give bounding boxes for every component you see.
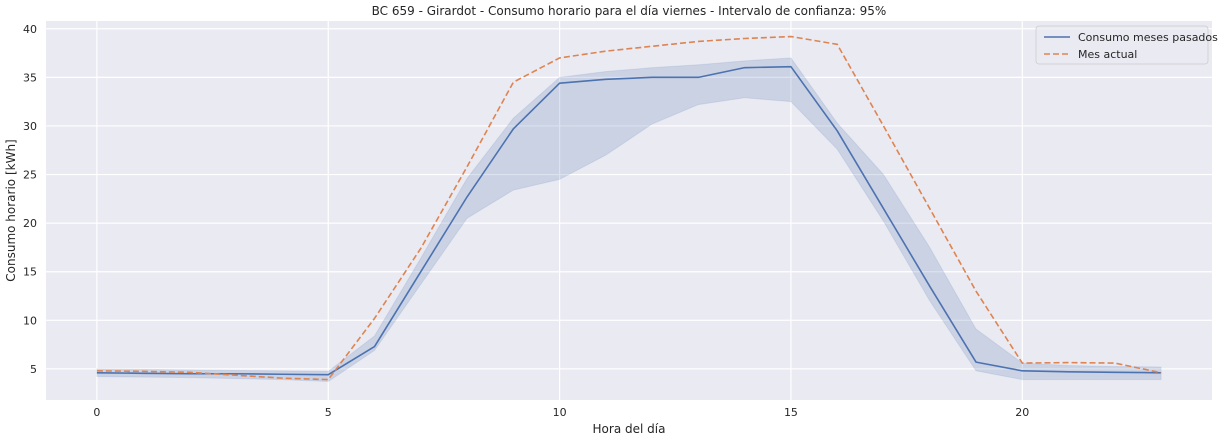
- x-tick-label: 0: [93, 406, 100, 419]
- y-tick-label: 15: [23, 266, 37, 279]
- series-line-1: [96, 35, 1162, 381]
- confidence-band-0: [96, 57, 1162, 383]
- chart-title: BC 659 - Girardot - Consumo horario para…: [372, 4, 887, 18]
- y-axis-ticks: 5 10 15 20 25 30 35 40: [23, 23, 37, 376]
- y-tick-label: 20: [23, 217, 37, 230]
- y-tick-label: 25: [23, 169, 37, 182]
- legend-label-1: Mes actual: [1078, 48, 1137, 61]
- x-tick-label: 20: [1015, 406, 1029, 419]
- x-tick-label: 5: [325, 406, 332, 419]
- legend-box: [1035, 25, 1209, 65]
- x-tick-label: 15: [784, 406, 798, 419]
- y-tick-label: 5: [30, 363, 37, 376]
- y-tick-label: 35: [23, 71, 37, 84]
- y-tick-label: 10: [23, 314, 37, 327]
- x-axis-title: Hora del día: [593, 422, 666, 436]
- series-lines: [96, 35, 1162, 381]
- series-line-0: [96, 65, 1162, 376]
- y-axis-title: Consumo horario [kWh]: [4, 139, 18, 281]
- y-tick-label: 30: [23, 120, 37, 133]
- legend: Consumo meses pasados Mes actual: [1035, 25, 1218, 65]
- plot-area: [46, 21, 1212, 400]
- legend-label-0: Consumo meses pasados: [1078, 31, 1218, 44]
- y-tick-label: 40: [23, 23, 37, 36]
- x-axis-ticks: 0 5 10 15 20: [93, 406, 1029, 419]
- confidence-bands: [96, 57, 1162, 383]
- x-tick-label: 10: [553, 406, 567, 419]
